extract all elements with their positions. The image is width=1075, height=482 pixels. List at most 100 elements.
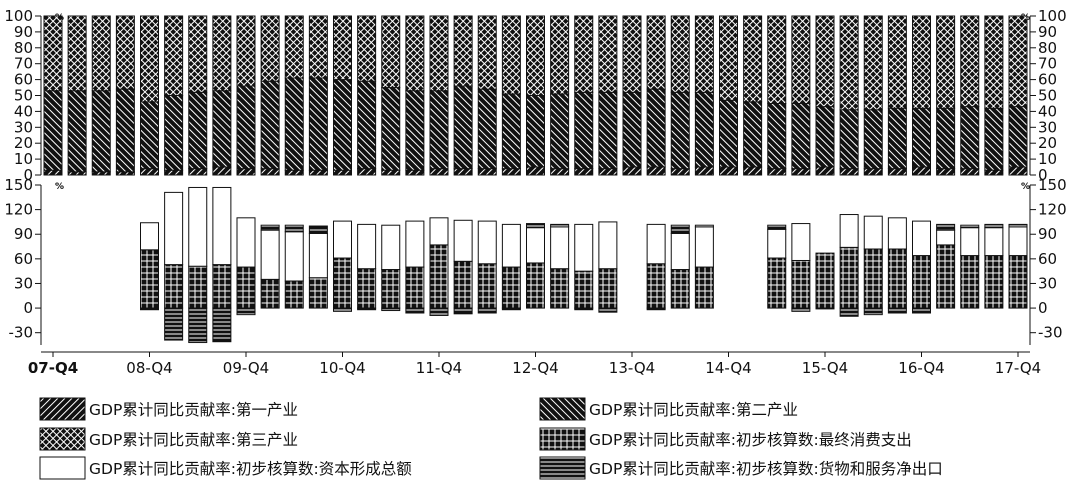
y-tick-label-right: -30 (1038, 324, 1063, 342)
bar-grid-09-Q3 (212, 264, 232, 309)
bar-grid-17-Q2 (960, 255, 980, 309)
bar-slash-08-Q2 (91, 90, 111, 173)
y-tick-label-left: 10 (14, 150, 33, 168)
bar-backslash-17-Q1 (936, 168, 956, 176)
bar-hlines-09-Q4 (236, 307, 256, 316)
legend-swatch-grid (539, 427, 586, 451)
bar-slash-09-Q1 (164, 95, 184, 171)
bar-crosshatch-16-Q3 (887, 15, 907, 109)
legend-swatch-hlines (539, 456, 586, 480)
bar-backslash-15-Q2 (767, 168, 787, 176)
bar-hlines-12-Q2 (477, 307, 497, 314)
y-tick-label-left: 90 (14, 23, 33, 41)
bar-backslash-16-Q4 (912, 166, 931, 176)
y-tick-label-left: 100 (4, 7, 33, 25)
y-tick-label-left: 30 (14, 118, 33, 136)
bar-hlines-13-Q1 (550, 223, 570, 228)
bar-grid-09-Q2 (188, 265, 208, 309)
bar-white-10-Q4 (333, 220, 352, 259)
bar-slash-14-Q4 (719, 99, 738, 168)
bar-white-09-Q1 (164, 191, 184, 266)
bar-backslash-14-Q2 (670, 168, 690, 176)
bar-backslash-14-Q1 (646, 166, 666, 176)
legend-swatch-backslash (39, 397, 86, 421)
bar-white-11-Q1 (357, 223, 377, 270)
bar-slash-16-Q2 (863, 109, 883, 170)
bar-backslash-12-Q2 (477, 168, 497, 176)
y-tick-label-left: 80 (14, 39, 33, 57)
bar-backslash-15-Q4 (815, 166, 835, 176)
bar-backslash-07-Q4 (43, 169, 63, 176)
bar-crosshatch-09-Q1 (164, 15, 184, 96)
bar-grid-14-Q2 (670, 269, 690, 309)
bar-white-15-Q3 (791, 223, 811, 261)
bar-slash-13-Q1 (550, 93, 570, 170)
bar-grid-13-Q2 (574, 270, 594, 309)
bar-slash-12-Q2 (477, 88, 497, 170)
bar-slash-07-Q4 (43, 90, 63, 171)
bar-backslash-16-Q2 (863, 168, 883, 176)
bar-backslash-15-Q3 (791, 168, 811, 176)
bar-white-14-Q1 (646, 223, 666, 265)
bar-slash-16-Q3 (887, 107, 907, 170)
bar-slash-11-Q1 (357, 80, 377, 170)
bar-grid-14-Q3 (694, 266, 714, 309)
bar-white-17-Q3 (984, 227, 1004, 257)
bar-backslash-15-Q1 (743, 166, 763, 176)
x-axis: 07-Q4 08-Q4 09-Q4 10-Q4 11-Q4 12-Q4 13-Q4 14-Q4… (28, 351, 1041, 377)
bar-white-10-Q2 (284, 231, 304, 282)
bar-crosshatch-12-Q1 (453, 15, 473, 87)
x-tick-label: 12-Q4 (512, 359, 558, 377)
bar-slash-10-Q1 (260, 80, 280, 170)
y-tick-label-left: 20 (14, 134, 33, 152)
bar-backslash-10-Q2 (284, 169, 304, 176)
bar-grid-16-Q1 (839, 246, 859, 309)
bar-white-12-Q2 (477, 220, 497, 265)
legend: GDP累计同比贡献率:第一产业 GDP累计同比贡献率:第二产业 GDP累计同比贡献率… (39, 397, 943, 480)
x-tick-label: 09-Q4 (223, 359, 269, 377)
bar-hlines-15-Q3 (791, 307, 811, 312)
bar-grid-09-Q1 (164, 264, 184, 309)
bar-slash-12-Q4 (526, 95, 545, 168)
unit-label-right: % (1021, 182, 1030, 192)
bar-crosshatch-09-Q2 (188, 15, 208, 93)
bar-slash-09-Q4 (236, 85, 256, 170)
bar-crosshatch-15-Q3 (791, 15, 811, 104)
bar-crosshatch-16-Q4 (912, 15, 931, 109)
bar-white-09-Q3 (212, 186, 232, 266)
bar-hlines-13-Q2 (574, 307, 594, 311)
x-tick-label: 16-Q4 (898, 359, 944, 377)
bar-white-11-Q4 (429, 217, 449, 246)
bar-backslash-12-Q4 (526, 166, 545, 176)
bar-slash-17-Q2 (960, 106, 980, 170)
bar-slash-11-Q3 (405, 90, 425, 171)
bar-grid-12-Q1 (453, 260, 473, 309)
bar-grid-11-Q4 (429, 244, 449, 309)
bar-hlines-11-Q2 (381, 307, 401, 312)
bar-hlines-16-Q3 (887, 307, 907, 314)
bar-grid-11-Q1 (357, 268, 377, 309)
bar-hlines-14-Q2 (670, 224, 690, 234)
bar-crosshatch-15-Q1 (743, 15, 763, 103)
bar-hlines-12-Q3 (501, 307, 521, 311)
bar-crosshatch-07-Q4 (43, 15, 63, 92)
bar-grid-09-Q4 (236, 266, 256, 309)
bar-hlines-10-Q2 (284, 224, 304, 233)
unit-label-left: % (55, 182, 64, 192)
y-tick-label-right: 30 (1038, 118, 1057, 136)
bar-backslash-09-Q3 (212, 166, 232, 176)
bar-white-12-Q1 (453, 219, 473, 262)
bar-hlines-15-Q2 (767, 224, 787, 230)
y-tick-label-left: 60 (14, 71, 33, 89)
bar-backslash-09-Q1 (164, 169, 184, 176)
y-tick-label-right: 100 (1038, 7, 1067, 25)
bar-slash-14-Q2 (670, 91, 690, 170)
bar-slash-15-Q2 (767, 102, 787, 170)
y-tick-label-right: 0 (1038, 299, 1048, 317)
bar-slash-15-Q4 (815, 106, 835, 168)
bar-hlines-14-Q1 (646, 307, 666, 311)
bar-grid-17-Q3 (984, 255, 1004, 309)
bar-crosshatch-14-Q4 (719, 15, 738, 101)
y-tick-label-right: 90 (1038, 23, 1057, 41)
bar-crosshatch-09-Q4 (236, 15, 256, 87)
